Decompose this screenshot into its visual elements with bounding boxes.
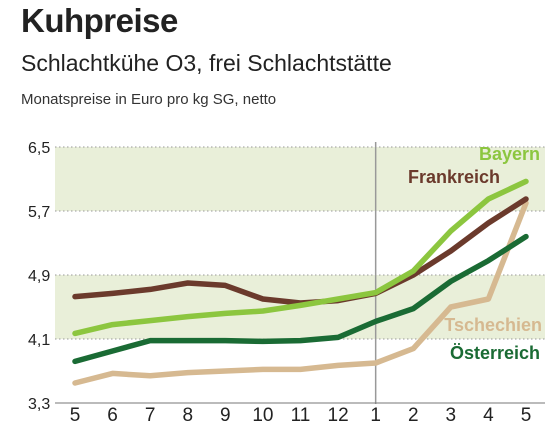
- chart-subtitle: Schlachtkühe O3, frei Schlachtstätte: [21, 50, 392, 76]
- series-line-bayern: [72, 178, 529, 337]
- series-label-frankreich: Frankreich: [408, 167, 500, 187]
- x-tick-label: 1: [370, 405, 381, 426]
- chart-title: Kuhpreise: [21, 2, 178, 39]
- x-tick-label: 10: [252, 405, 273, 426]
- y-tick-label: 4,1: [28, 332, 50, 349]
- x-tick-label: 12: [328, 405, 349, 426]
- series-line-tschechien: [72, 200, 529, 386]
- x-tick-label: 5: [521, 405, 532, 426]
- series-label-bayern: Bayern: [479, 144, 540, 164]
- x-tick-label: 6: [107, 405, 118, 426]
- y-tick-label: 4,9: [28, 268, 50, 285]
- series-line-österreich: [72, 233, 529, 365]
- x-tick-label: 5: [70, 405, 81, 426]
- x-tick-label: 4: [483, 405, 494, 426]
- series-label-tschechien: Tschechien: [444, 315, 542, 335]
- x-tick-label: 11: [291, 405, 311, 426]
- unit-label: Monatspreise in Euro pro kg SG, netto: [21, 91, 277, 108]
- x-tick-label: 9: [220, 405, 231, 426]
- x-tick-label: 7: [145, 405, 156, 426]
- x-tick-label: 2: [408, 405, 419, 426]
- y-tick-label: 5,7: [28, 204, 50, 221]
- x-tick-label: 3: [446, 405, 457, 426]
- series-label-österreich: Österreich: [450, 343, 540, 363]
- y-tick-label: 3,3: [28, 396, 50, 413]
- band-0: [55, 147, 545, 211]
- y-tick-label: 6,5: [28, 140, 50, 157]
- x-tick-label: 8: [182, 405, 193, 426]
